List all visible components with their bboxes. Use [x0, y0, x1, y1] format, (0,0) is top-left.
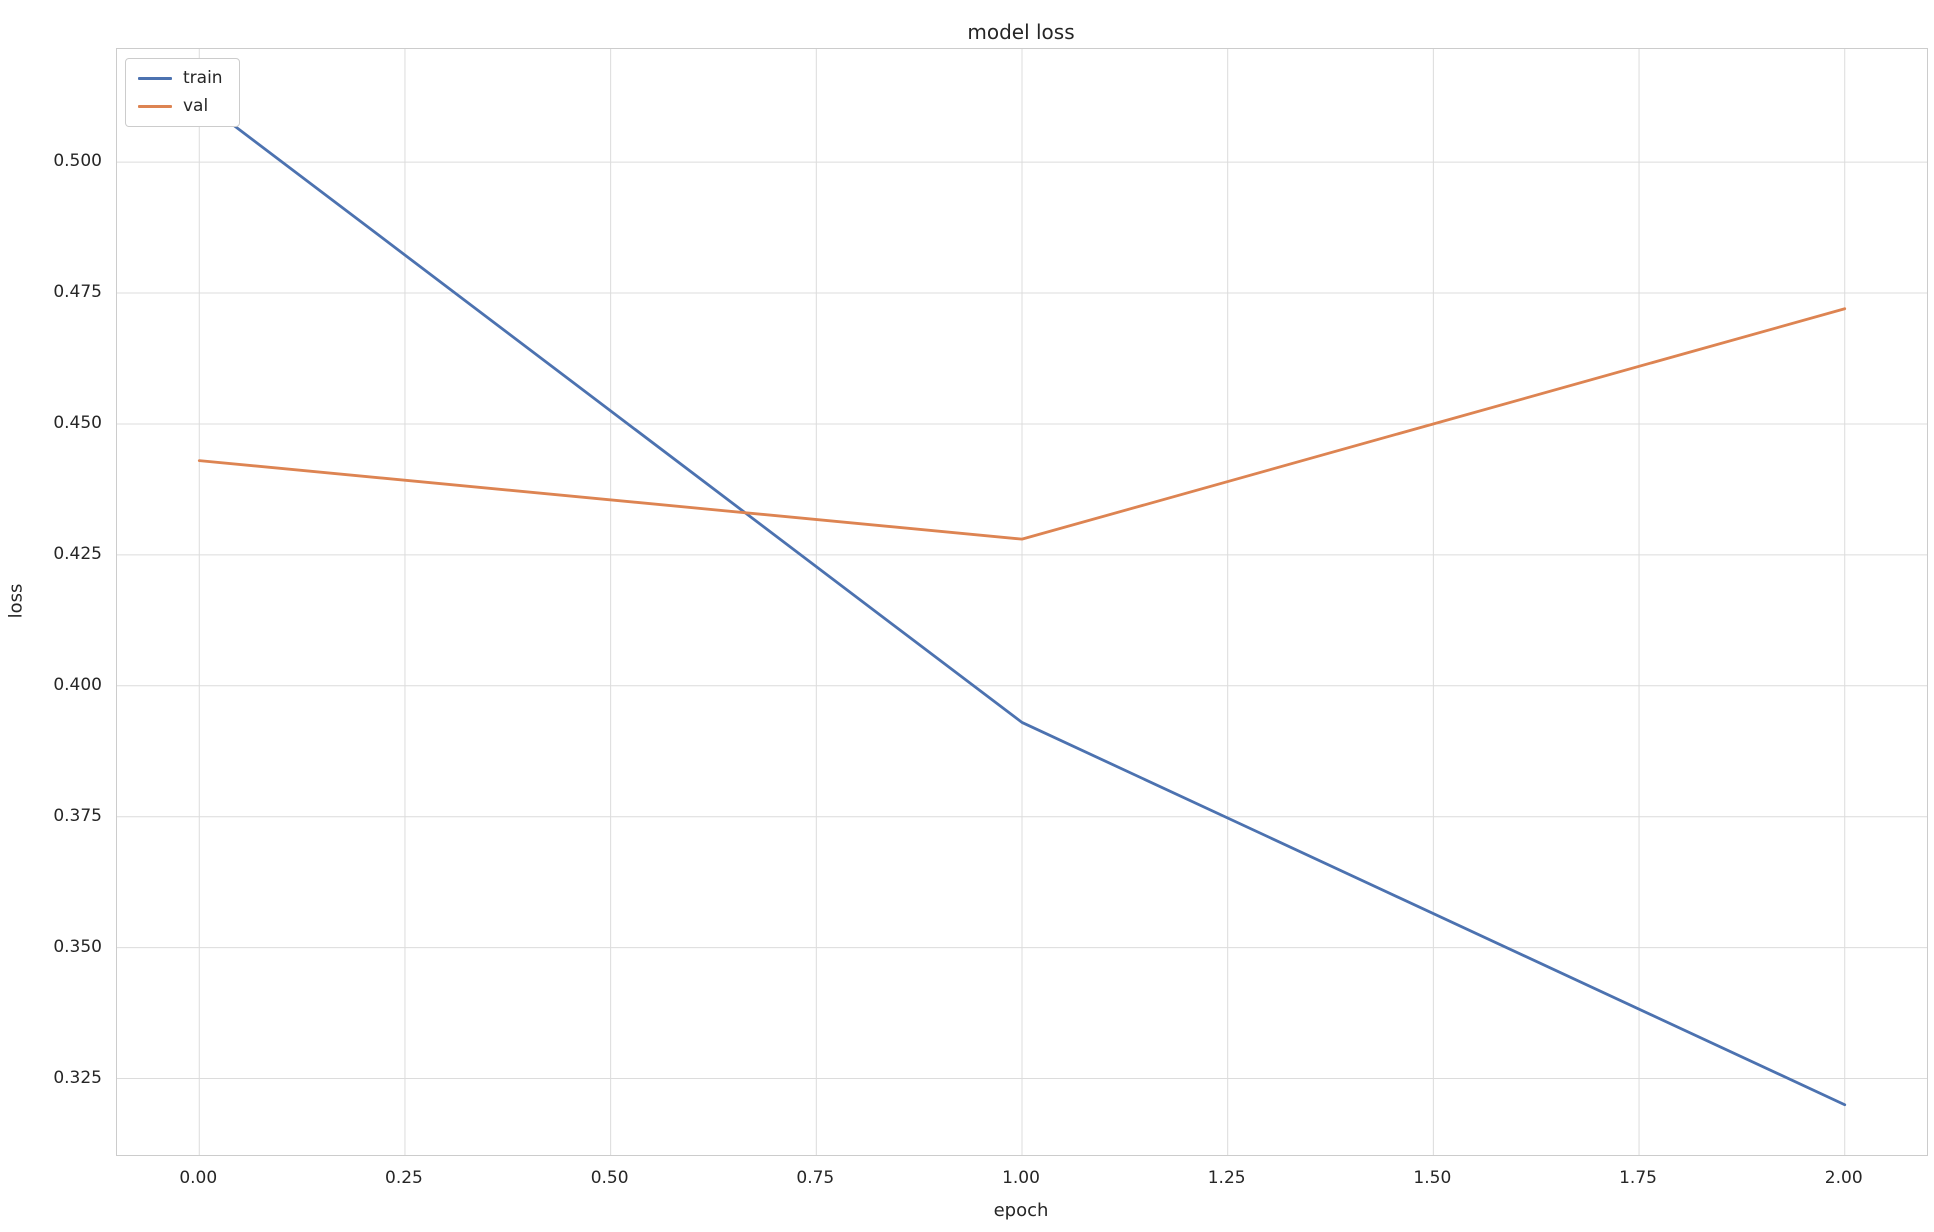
y-tick-label: 0.350: [53, 936, 102, 957]
y-tick-label: 0.500: [53, 151, 102, 172]
y-tick-label: 0.325: [53, 1067, 102, 1088]
y-axis-label: loss: [5, 583, 27, 619]
y-tick-label: 0.375: [53, 805, 102, 826]
x-tick-label: 2.00: [1824, 1168, 1863, 1188]
legend-line-sample: [138, 76, 172, 80]
x-tick-label: 0.00: [179, 1168, 218, 1188]
y-tick-label: 0.475: [53, 282, 102, 303]
y-tick-label: 0.400: [53, 674, 102, 695]
x-tick-label: 1.50: [1413, 1168, 1452, 1188]
legend-line-sample: [138, 105, 172, 109]
chart-title: model loss: [967, 20, 1075, 44]
x-tick-label: 1.00: [1002, 1168, 1040, 1188]
y-tick-label: 0.450: [53, 412, 102, 433]
plot-svg: [117, 49, 1927, 1155]
legend-entry-train: train: [138, 68, 223, 88]
legend-entry-val: val: [138, 96, 223, 116]
legend-label: train: [183, 68, 223, 88]
x-tick-label: 0.75: [796, 1168, 835, 1188]
legend-label: val: [183, 96, 209, 117]
x-tick-label: 0.25: [385, 1168, 423, 1188]
series-line-val: [197, 307, 1847, 541]
x-tick-label: 0.50: [590, 1168, 629, 1188]
y-tick-label: 0.425: [53, 543, 102, 564]
x-tick-label: 1.25: [1207, 1168, 1246, 1188]
series-line-train: [197, 97, 1847, 1107]
legend: train val: [125, 58, 240, 127]
plot-area: [116, 48, 1928, 1156]
x-axis-label: epoch: [993, 1200, 1049, 1221]
x-tick-label: 1.75: [1619, 1168, 1657, 1188]
